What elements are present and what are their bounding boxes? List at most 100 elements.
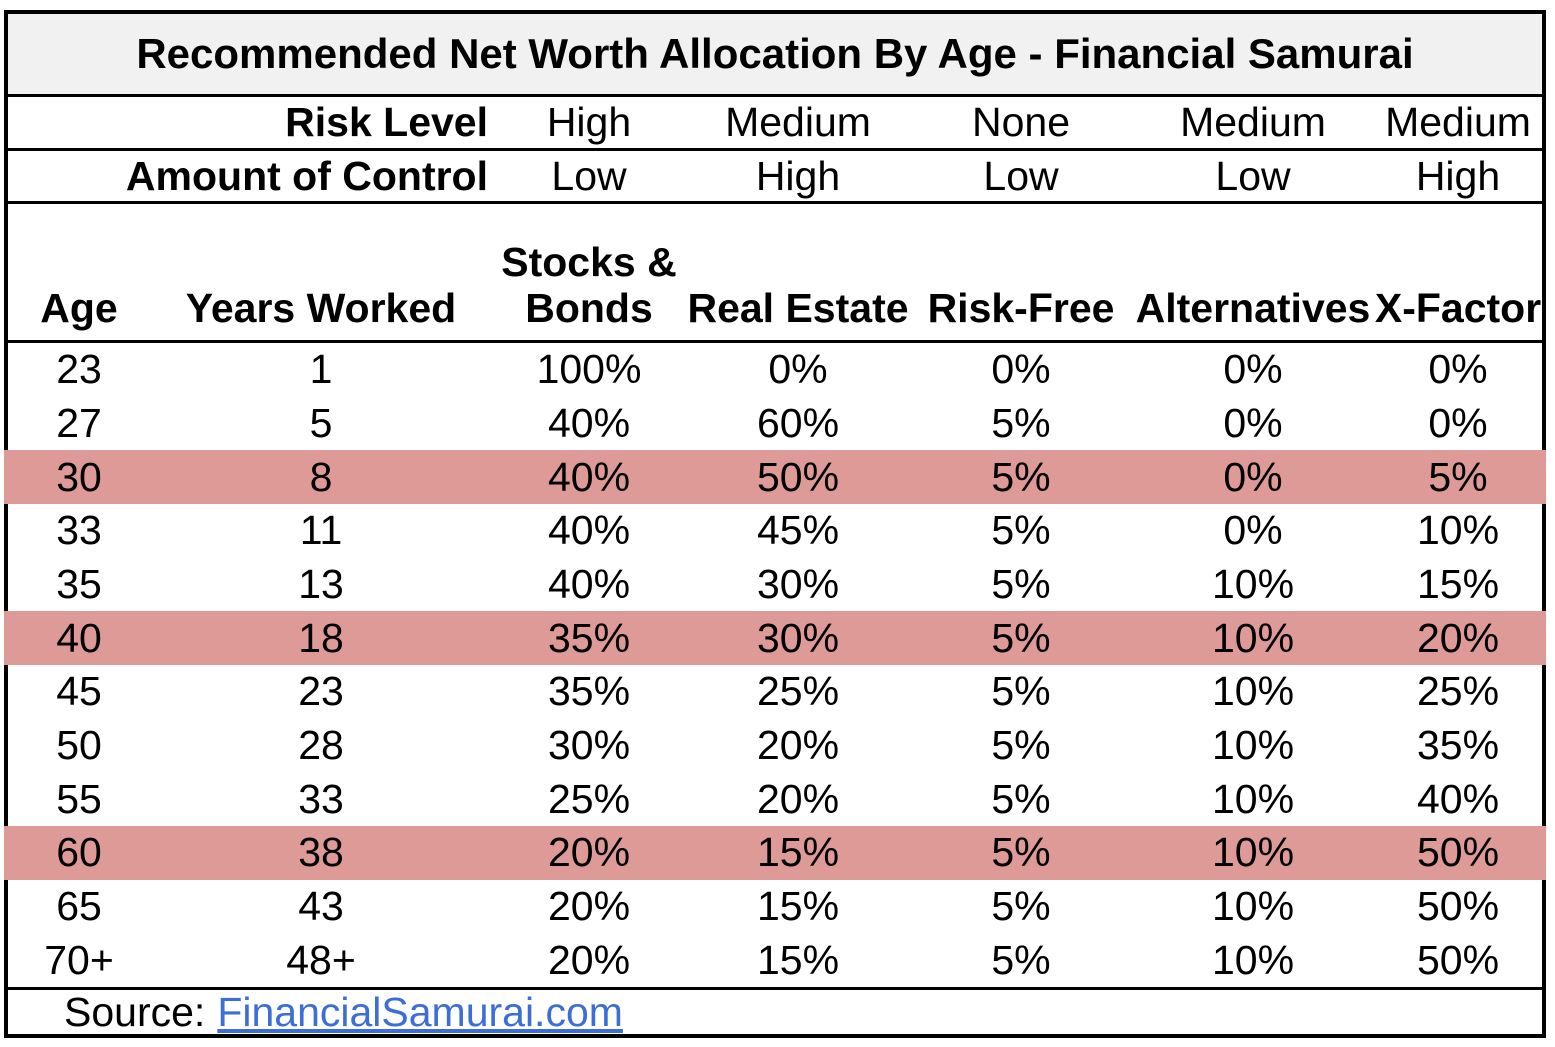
cell-age: 55 [56,775,102,822]
cell-alternatives: 10% [1211,722,1295,769]
cell-alternatives: 0% [1223,346,1283,393]
cell-alternatives: 10% [1211,829,1295,876]
cell-real-estate: 25% [756,668,840,715]
cell-age: 23 [56,346,102,393]
source-label: Source: [64,988,206,1035]
cell-risk-free: 5% [991,453,1051,500]
cell-age: 50 [56,722,102,769]
cell-stocks-bonds: 40% [547,400,631,446]
cell-x-factor: 50% [1416,936,1500,983]
amount-of-control-value: High [755,152,841,199]
risk-level-value: Medium [725,99,871,145]
cell-stocks-bonds: 40% [547,561,631,608]
allocation-table: Recommended Net Worth Allocation By Age … [4,10,1546,1038]
table-row: 33 11 40% 45% 5% 0% 10% [8,504,1542,558]
cell-risk-free: 5% [991,614,1051,661]
cell-real-estate: 0% [768,346,828,393]
cell-years-worked: 48+ [286,936,356,983]
table-row: 65 43 20% 15% 5% 10% 50% [8,880,1542,934]
amount-of-control-value: Low [983,152,1059,199]
cell-risk-free: 5% [991,507,1051,554]
cell-risk-free: 5% [991,883,1051,930]
cell-real-estate: 15% [756,829,840,876]
table-row: 60 38 20% 15% 5% 10% 50% [4,826,1546,880]
risk-level-value: High [546,99,632,145]
table-row: 70+ 48+ 20% 15% 5% 10% 50% [8,933,1542,987]
amount-of-control-label: Amount of Control [125,152,488,199]
cell-age: 70+ [44,936,114,983]
cell-stocks-bonds: 40% [547,453,631,500]
table-row: 45 23 35% 25% 5% 10% 25% [8,665,1542,719]
cell-x-factor: 10% [1416,507,1500,554]
column-header-alternatives: Alternatives [1135,285,1371,332]
cell-stocks-bonds: 100% [536,346,642,393]
cell-stocks-bonds: 40% [547,507,631,554]
cell-alternatives: 10% [1211,561,1295,608]
cell-age: 40 [56,614,102,661]
column-header-age: Age [40,285,118,332]
source-link[interactable]: FinancialSamurai.com [217,988,623,1035]
risk-level-value: Medium [1385,99,1531,145]
cell-real-estate: 30% [756,561,840,608]
risk-level-label: Risk Level [285,99,488,145]
cell-risk-free: 5% [991,668,1051,715]
cell-real-estate: 60% [756,400,840,446]
cell-alternatives: 0% [1223,507,1283,554]
cell-age: 35 [56,561,102,608]
cell-age: 30 [56,453,102,500]
cell-alternatives: 10% [1211,668,1295,715]
cell-years-worked: 38 [298,829,344,876]
cell-years-worked: 5 [309,400,333,446]
table-row: 40 18 35% 30% 5% 10% 20% [4,611,1546,666]
cell-risk-free: 0% [991,346,1051,393]
cell-stocks-bonds: 20% [547,883,631,930]
cell-x-factor: 15% [1416,561,1500,608]
table-row: 50 28 30% 20% 5% 10% 35% [8,719,1542,773]
cell-years-worked: 28 [298,722,344,769]
cell-x-factor: 20% [1416,614,1500,661]
column-header-risk-free: Risk-Free [927,285,1115,332]
cell-years-worked: 8 [309,453,333,500]
cell-age: 33 [56,507,102,554]
cell-age: 27 [56,400,102,446]
column-header-x-factor: X-Factor [1374,285,1542,332]
risk-level-value: Medium [1180,99,1326,145]
cell-risk-free: 5% [991,400,1051,446]
cell-years-worked: 33 [298,775,344,822]
cell-real-estate: 15% [756,936,840,983]
column-header-years-worked: Years Worked [185,285,457,332]
cell-alternatives: 10% [1211,614,1295,661]
table-row: 30 8 40% 50% 5% 0% 5% [4,450,1546,505]
column-header-real-estate: Real Estate [687,285,909,332]
cell-real-estate: 20% [756,775,840,822]
cell-x-factor: 25% [1416,668,1500,715]
cell-risk-free: 5% [991,829,1051,876]
cell-x-factor: 50% [1416,883,1500,930]
amount-of-control-row: Amount of Control Low High Low Low High [8,151,1542,204]
cell-real-estate: 50% [756,453,840,500]
amount-of-control-value: Low [1215,152,1291,199]
cell-risk-free: 5% [991,936,1051,983]
cell-stocks-bonds: 20% [547,936,631,983]
table-row: 27 5 40% 60% 5% 0% 0% [8,397,1542,451]
table-body: 23 1 100% 0% 0% 0% 0% 27 5 40% 60% 5% 0%… [4,343,1546,990]
cell-real-estate: 45% [756,507,840,554]
amount-of-control-value: High [1415,152,1501,199]
page-title: Recommended Net Worth Allocation By Age … [136,30,1414,77]
column-header-stocks-bonds: Stocks & Bonds [501,239,677,332]
column-header-row: Age Years Worked Stocks & Bonds Real Est… [8,204,1542,343]
cell-risk-free: 5% [991,775,1051,822]
table-row: 55 33 25% 20% 5% 10% 40% [8,772,1542,826]
cell-x-factor: 5% [1428,453,1488,500]
cell-risk-free: 5% [991,561,1051,608]
cell-age: 60 [56,829,102,876]
cell-x-factor: 0% [1428,400,1488,446]
cell-years-worked: 43 [298,883,344,930]
title-row: Recommended Net Worth Allocation By Age … [8,14,1542,97]
cell-years-worked: 11 [299,507,343,554]
cell-age: 65 [56,883,102,930]
table-row: 23 1 100% 0% 0% 0% 0% [8,343,1542,397]
cell-years-worked: 18 [298,614,344,661]
cell-years-worked: 23 [298,668,344,715]
